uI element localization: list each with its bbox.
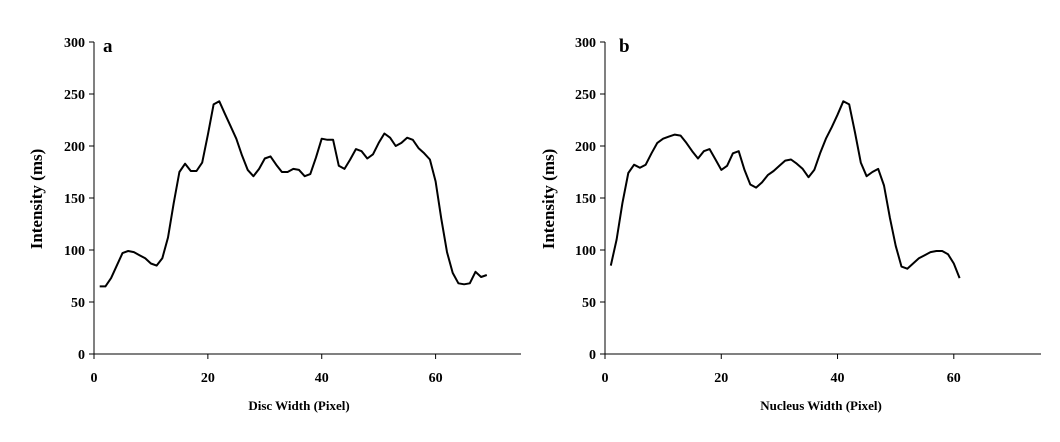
series-line-b: [609, 100, 961, 279]
y-tick-label-b: 300: [575, 36, 596, 51]
y-tick-label-a: 100: [64, 244, 85, 259]
x-tick-label-b: 60: [947, 371, 961, 386]
panel-label-b: b: [619, 36, 630, 57]
x-tick-label-a: 60: [429, 371, 443, 386]
x-tick-label-b: 20: [714, 371, 728, 386]
x-tick-label-b: 0: [602, 371, 609, 386]
x-tick-label-a: 0: [91, 371, 98, 386]
y-tick-label-b: 200: [575, 140, 596, 155]
chart-a-svg: 0 50 100 150 200 250 300 0 20 40 60 a Disc Width (…: [27, 36, 521, 413]
y-axis-title-a: Intensity (ms): [27, 149, 46, 250]
y-tick-label-b: 0: [589, 348, 596, 363]
y-tick-label-a: 50: [71, 296, 85, 311]
y-tick-label-b: 150: [575, 192, 596, 207]
y-tick-label-b: 100: [575, 244, 596, 259]
chart-panel-b: 0 50 100 150 200 250 300 0 20 40 60 b Nucleus Widt…: [530, 0, 1060, 442]
x-tick-label-b: 40: [831, 371, 845, 386]
chart-panel-a: 0 50 100 150 200 250 300 0 20 40 60 a Disc Width (…: [27, 36, 521, 413]
y-axis-title-b: Intensity (ms): [539, 149, 558, 250]
y-tick-label-a: 300: [64, 36, 85, 51]
x-axis-title-b: Nucleus Width (Pixel): [760, 398, 882, 413]
chart-b-svg: 0 50 100 150 200 250 300 0 20 40 60 b Nucleus Widt…: [539, 36, 1041, 413]
y-tick-label-a: 0: [78, 348, 85, 363]
x-tick-label-a: 40: [315, 371, 329, 386]
x-tick-label-a: 20: [201, 371, 215, 386]
y-tick-label-a: 250: [64, 88, 85, 103]
chart-b-plot: 0 50 100 150 200 250 300 0 20 40 60: [575, 36, 1041, 386]
y-tick-label-b: 50: [582, 296, 596, 311]
y-tick-label-a: 200: [64, 140, 85, 155]
y-tick-label-b: 250: [575, 88, 596, 103]
x-axis-title-a: Disc Width (Pixel): [248, 398, 349, 413]
series-line-a: [99, 100, 488, 288]
y-tick-label-a: 150: [64, 192, 85, 207]
panel-label-a: a: [103, 36, 113, 57]
chart-a-plot: 0 50 100 150 200 250 300 0 20 40 60: [64, 36, 521, 386]
